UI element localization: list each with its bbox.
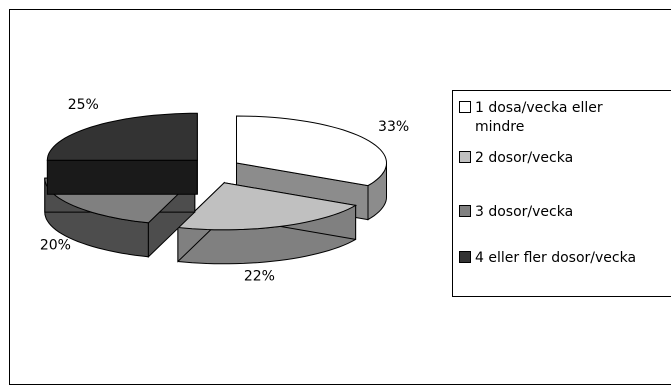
legend-swatch xyxy=(459,101,471,113)
data-label: 20% xyxy=(40,238,71,254)
data-label: 33% xyxy=(378,119,409,135)
legend-item: 3 dosor/vecka xyxy=(459,203,573,222)
legend-item: 2 dosor/vecka xyxy=(459,149,573,168)
legend-swatch xyxy=(459,151,471,163)
legend: 1 dosa/vecka eller mindre 2 dosor/vecka 3… xyxy=(452,90,671,297)
legend-label-continued: mindre xyxy=(475,119,525,135)
legend-label: 3 dosor/vecka xyxy=(475,204,574,220)
pie-slice xyxy=(176,181,358,265)
legend-label: 4 eller fler dosor/vecka xyxy=(475,250,637,266)
data-label: 22% xyxy=(244,269,275,285)
legend-item: 1 dosa/vecka eller mindre xyxy=(459,99,603,137)
legend-label: 1 dosa/vecka eller xyxy=(475,100,603,116)
legend-item: 4 eller fler dosor/vecka xyxy=(459,249,636,268)
legend-swatch xyxy=(459,205,471,217)
legend-label: 2 dosor/vecka xyxy=(475,150,574,166)
pie-slice xyxy=(46,112,198,195)
legend-swatch xyxy=(459,251,471,263)
pie-chart: 33% 22% 20% 25% xyxy=(40,97,409,285)
data-label: 25% xyxy=(68,97,99,113)
